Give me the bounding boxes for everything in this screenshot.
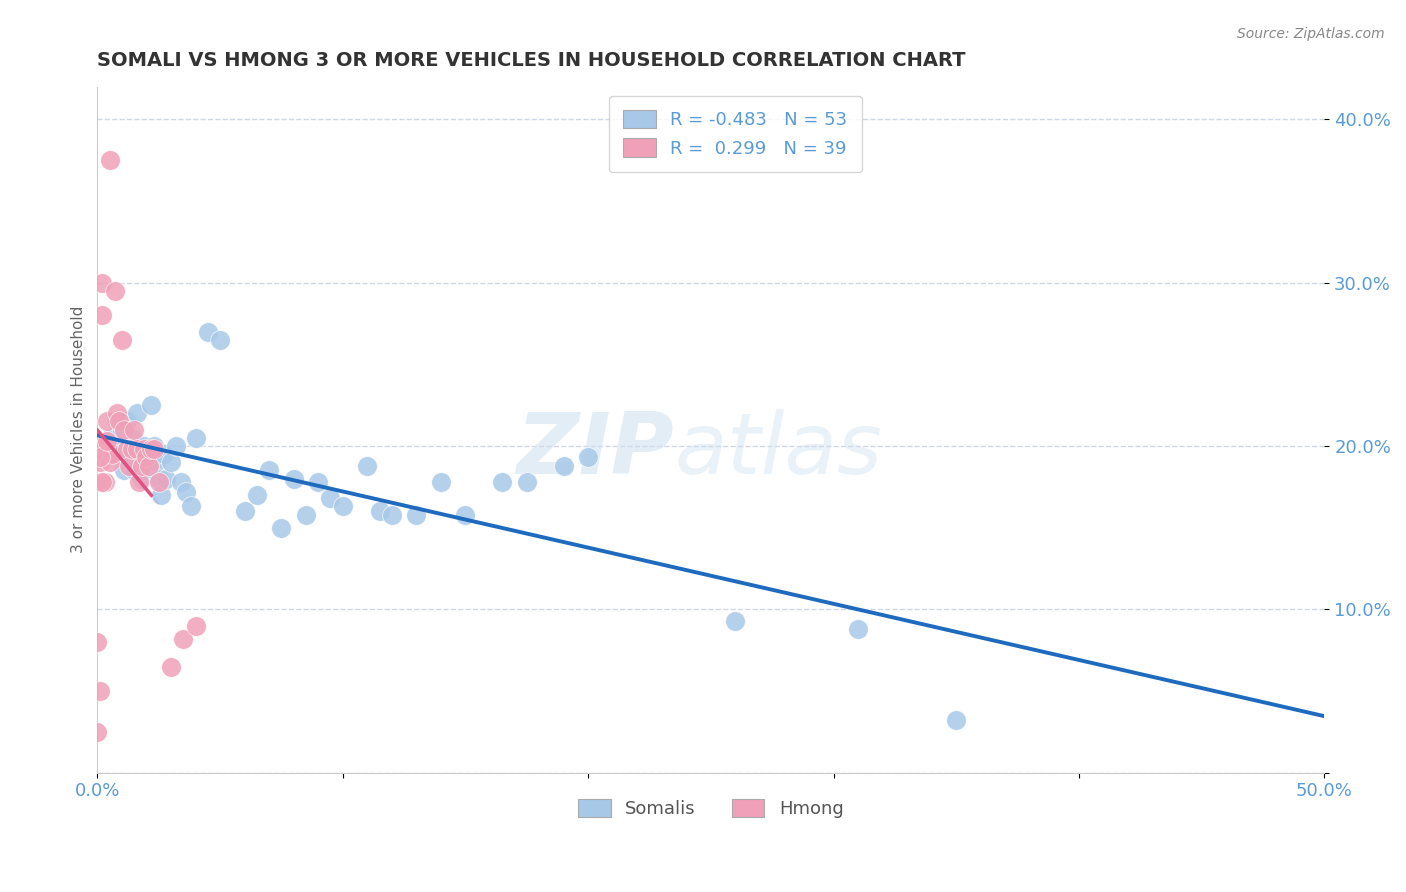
Point bbox=[516, 475, 538, 489]
Point bbox=[105, 414, 128, 428]
Point bbox=[112, 423, 135, 437]
Point bbox=[454, 508, 477, 522]
Point bbox=[111, 333, 134, 347]
Point bbox=[125, 406, 148, 420]
Point bbox=[142, 442, 165, 457]
Point bbox=[98, 455, 121, 469]
Point bbox=[945, 714, 967, 728]
Point bbox=[128, 447, 150, 461]
Point bbox=[89, 455, 111, 469]
Point bbox=[160, 659, 183, 673]
Point bbox=[131, 472, 153, 486]
Point bbox=[121, 442, 143, 457]
Point bbox=[142, 439, 165, 453]
Point bbox=[91, 475, 114, 489]
Point bbox=[165, 439, 187, 453]
Point bbox=[172, 632, 194, 646]
Point bbox=[283, 472, 305, 486]
Point bbox=[152, 447, 174, 461]
Point bbox=[576, 450, 599, 465]
Point bbox=[180, 500, 202, 514]
Point bbox=[135, 463, 157, 477]
Point bbox=[86, 635, 108, 649]
Point bbox=[332, 500, 354, 514]
Point bbox=[91, 276, 114, 290]
Point bbox=[368, 504, 391, 518]
Point bbox=[131, 458, 153, 473]
Point bbox=[405, 508, 427, 522]
Point bbox=[89, 450, 111, 465]
Point bbox=[233, 504, 256, 518]
Point bbox=[86, 725, 108, 739]
Point bbox=[132, 439, 155, 453]
Point bbox=[135, 450, 157, 465]
Point bbox=[174, 484, 197, 499]
Point bbox=[148, 475, 170, 489]
Point bbox=[138, 447, 160, 461]
Point bbox=[246, 488, 269, 502]
Point bbox=[381, 508, 404, 522]
Point bbox=[91, 308, 114, 322]
Point bbox=[112, 463, 135, 477]
Point bbox=[295, 508, 318, 522]
Point bbox=[101, 447, 124, 461]
Point bbox=[108, 414, 131, 428]
Point bbox=[145, 455, 167, 469]
Point bbox=[111, 423, 134, 437]
Point bbox=[118, 458, 141, 473]
Legend: Somalis, Hmong: Somalis, Hmong bbox=[564, 784, 858, 832]
Point bbox=[356, 458, 378, 473]
Point bbox=[128, 475, 150, 489]
Point bbox=[553, 458, 575, 473]
Point bbox=[491, 475, 513, 489]
Point bbox=[319, 491, 342, 506]
Point bbox=[122, 463, 145, 477]
Point bbox=[307, 475, 329, 489]
Point bbox=[209, 333, 232, 347]
Point bbox=[103, 284, 125, 298]
Point bbox=[98, 431, 121, 445]
Point bbox=[96, 447, 118, 461]
Point bbox=[121, 431, 143, 445]
Point bbox=[89, 684, 111, 698]
Text: atlas: atlas bbox=[673, 409, 882, 491]
Point bbox=[148, 472, 170, 486]
Point bbox=[98, 153, 121, 167]
Text: Source: ZipAtlas.com: Source: ZipAtlas.com bbox=[1237, 27, 1385, 41]
Point bbox=[93, 439, 115, 453]
Point bbox=[118, 447, 141, 461]
Point bbox=[138, 458, 160, 473]
Point bbox=[141, 398, 163, 412]
Point bbox=[150, 488, 173, 502]
Point bbox=[257, 463, 280, 477]
Point bbox=[141, 442, 163, 457]
Point bbox=[197, 325, 219, 339]
Y-axis label: 3 or more Vehicles in Household: 3 or more Vehicles in Household bbox=[72, 306, 86, 553]
Point bbox=[93, 475, 115, 489]
Point bbox=[155, 472, 177, 486]
Point bbox=[125, 442, 148, 457]
Point bbox=[103, 439, 125, 453]
Point bbox=[96, 434, 118, 448]
Point bbox=[132, 442, 155, 457]
Point bbox=[96, 414, 118, 428]
Point bbox=[108, 447, 131, 461]
Point bbox=[89, 439, 111, 453]
Text: SOMALI VS HMONG 3 OR MORE VEHICLES IN HOUSEHOLD CORRELATION CHART: SOMALI VS HMONG 3 OR MORE VEHICLES IN HO… bbox=[97, 51, 966, 70]
Point bbox=[160, 455, 183, 469]
Point bbox=[846, 622, 869, 636]
Point bbox=[170, 475, 193, 489]
Point bbox=[724, 614, 747, 628]
Point bbox=[105, 406, 128, 420]
Point bbox=[184, 431, 207, 445]
Point bbox=[93, 447, 115, 461]
Point bbox=[430, 475, 453, 489]
Text: ZIP: ZIP bbox=[516, 409, 673, 491]
Point bbox=[270, 521, 292, 535]
Point bbox=[122, 423, 145, 437]
Point bbox=[115, 442, 138, 457]
Point bbox=[184, 618, 207, 632]
Point bbox=[115, 414, 138, 428]
